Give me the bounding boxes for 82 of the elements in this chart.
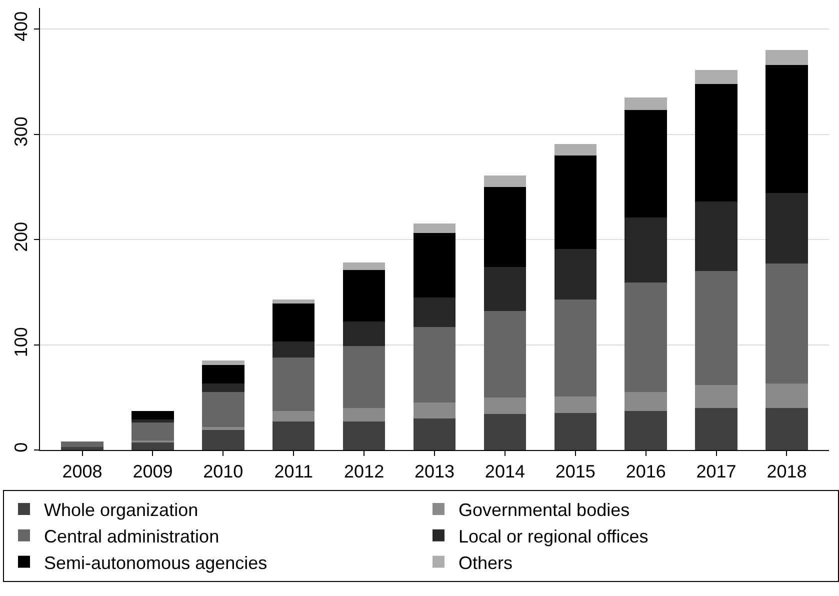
- bar: [484, 414, 526, 450]
- bar: [484, 311, 526, 398]
- x-tick-label: 2014: [484, 462, 525, 482]
- bar: [695, 70, 738, 84]
- bar: [766, 64, 808, 194]
- bar: [202, 426, 244, 430]
- bar: [202, 360, 244, 365]
- bar: [272, 411, 315, 422]
- x-tick-label: 2008: [62, 462, 102, 482]
- bar: [624, 110, 667, 218]
- bar: [484, 266, 526, 312]
- bar: [413, 418, 456, 450]
- bar: [484, 175, 526, 187]
- x-tick-label: 2013: [414, 462, 455, 482]
- bar: [695, 384, 738, 408]
- legend-label: Semi-autonomous agencies: [44, 552, 268, 573]
- legend-label: Local or regional offices: [458, 526, 648, 546]
- bar: [484, 397, 526, 414]
- x-tick-label: 2017: [696, 462, 736, 482]
- bar: [342, 262, 386, 270]
- bar: [624, 217, 667, 283]
- x-tick-label: 2011: [274, 462, 313, 482]
- bar: [695, 84, 738, 202]
- bar: [342, 270, 386, 322]
- bar: [413, 224, 456, 234]
- y-tick-label: 200: [10, 222, 31, 252]
- bar: [132, 442, 174, 450]
- x-tick-label: 2009: [132, 462, 173, 482]
- bar: [766, 193, 808, 264]
- bar: [132, 422, 174, 441]
- bar: [413, 297, 456, 327]
- legend-label: Whole organization: [44, 500, 198, 520]
- bar: [554, 300, 597, 396]
- bar: [695, 408, 738, 450]
- bar: [132, 411, 174, 420]
- bar: [554, 249, 597, 300]
- bar: [272, 422, 315, 450]
- bar: [272, 304, 315, 342]
- x-tick-label: 2012: [344, 462, 384, 482]
- x-tick-label: 2010: [203, 462, 244, 482]
- bar: [61, 446, 104, 450]
- bar: [342, 422, 386, 450]
- bar: [624, 411, 667, 450]
- bar: [554, 413, 597, 450]
- legend-label: Governmental bodies: [458, 500, 630, 520]
- bar: [132, 419, 174, 423]
- legend-label: Central administration: [44, 526, 220, 546]
- bar: [413, 326, 456, 403]
- bar: [766, 408, 808, 450]
- bar: [272, 342, 315, 358]
- bar: [554, 155, 597, 249]
- y-tick-label: 300: [10, 116, 31, 147]
- bar: [695, 202, 738, 272]
- bar: [272, 357, 315, 412]
- x-tick-label: 2016: [626, 462, 666, 482]
- bar: [624, 282, 667, 392]
- bar: [202, 430, 244, 450]
- bar: [342, 346, 386, 408]
- bar: [624, 97, 667, 110]
- y-tick-label: 100: [10, 327, 31, 358]
- bar: [484, 186, 526, 267]
- bar: [413, 402, 456, 418]
- bar: [61, 442, 104, 447]
- bar: [624, 392, 667, 412]
- x-tick-label: 2018: [766, 462, 807, 482]
- bar: [554, 144, 597, 156]
- bar: [766, 264, 808, 384]
- bar: [272, 300, 315, 304]
- bar: [202, 392, 244, 427]
- bar: [695, 271, 738, 385]
- bar: [766, 384, 808, 408]
- bar: [202, 384, 244, 392]
- y-tick-label: 400: [10, 11, 31, 42]
- y-tick-label: 0: [10, 442, 31, 452]
- bar: [413, 233, 456, 298]
- bar: [202, 364, 244, 384]
- legend-label: Others: [458, 552, 513, 573]
- bar: [342, 408, 386, 422]
- bar: [342, 322, 386, 346]
- bar: [766, 50, 808, 65]
- x-tick-label: 2015: [555, 462, 596, 482]
- bar: [554, 396, 597, 414]
